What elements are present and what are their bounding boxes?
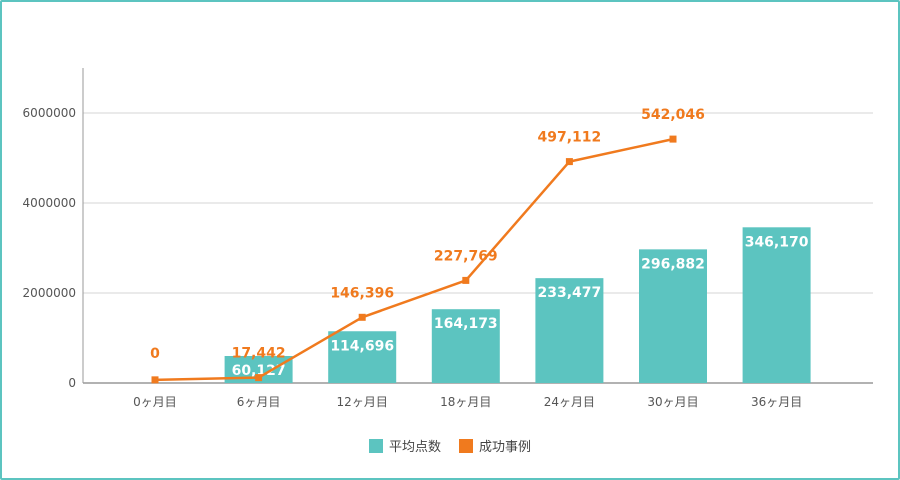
legend-item-line: 成功事例 bbox=[459, 436, 531, 455]
line-point-4 bbox=[565, 158, 573, 166]
y-tick-label-0: 0 bbox=[68, 376, 76, 390]
line-label-4: 497,112 bbox=[538, 130, 602, 146]
x-tick-label-3: 18ヶ月目 bbox=[440, 395, 491, 409]
bar-label-3: 164,173 bbox=[434, 316, 498, 332]
x-tick-label-1: 6ヶ月目 bbox=[237, 395, 281, 409]
legend-swatch-line bbox=[459, 438, 473, 453]
bar-5 bbox=[639, 249, 707, 383]
y-tick-label-1: 2000000 bbox=[23, 286, 76, 300]
x-tick-label-0: 0ヶ月目 bbox=[133, 395, 177, 409]
line-point-2 bbox=[358, 313, 366, 321]
bar-3 bbox=[431, 309, 500, 383]
bar-label-4: 233,477 bbox=[538, 285, 602, 301]
line-point-5 bbox=[669, 135, 677, 143]
line-label-0: 0 bbox=[150, 346, 160, 362]
bar-label-6: 346,170 bbox=[745, 234, 809, 250]
x-tick-label-6: 36ヶ月目 bbox=[751, 395, 802, 409]
line-point-0 bbox=[151, 376, 159, 384]
legend: 平均点数 成功事例 bbox=[0, 436, 900, 455]
x-tick-label-5: 30ヶ月目 bbox=[647, 395, 698, 409]
line-label-3: 227,769 bbox=[434, 248, 498, 264]
x-tick-label-4: 24ヶ月目 bbox=[544, 395, 595, 409]
x-tick-label-2: 12ヶ月目 bbox=[337, 395, 388, 409]
bar-label-2: 114,696 bbox=[330, 338, 394, 354]
legend-label-line: 成功事例 bbox=[479, 440, 532, 455]
line-point-1 bbox=[255, 374, 263, 382]
bar-label-5: 296,882 bbox=[641, 256, 705, 272]
line-label-2: 146,396 bbox=[330, 285, 394, 301]
legend-item-bars: 平均点数 bbox=[368, 436, 441, 455]
legend-swatch-bars bbox=[368, 438, 383, 453]
line-point-3 bbox=[462, 276, 470, 284]
line-label-1: 17,442 bbox=[232, 346, 286, 362]
legend-label-bars: 平均点数 bbox=[388, 440, 441, 455]
y-tick-label-2: 4000000 bbox=[23, 196, 76, 210]
y-tick-label-3: 6000000 bbox=[23, 106, 76, 120]
line-series bbox=[154, 137, 674, 382]
bar-label-1: 60,127 bbox=[232, 363, 286, 379]
line-label-5: 542,046 bbox=[641, 107, 705, 123]
bar-6 bbox=[742, 227, 811, 383]
bar-4 bbox=[535, 278, 604, 383]
bar-2 bbox=[328, 331, 397, 383]
